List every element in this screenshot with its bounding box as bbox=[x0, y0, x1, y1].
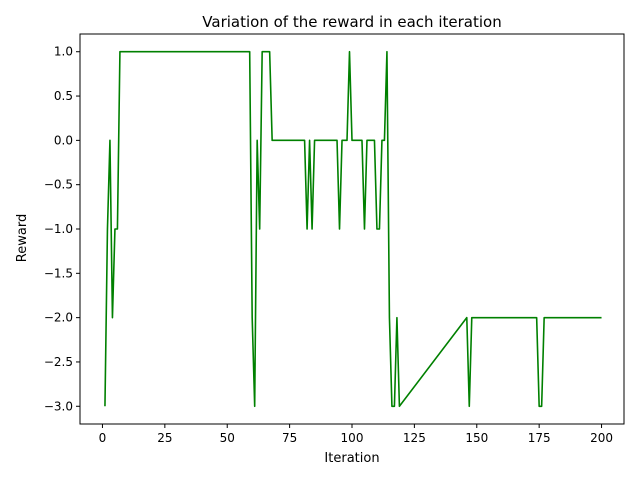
chart-title: Variation of the reward in each iteratio… bbox=[202, 13, 501, 31]
x-tick-label: 25 bbox=[157, 431, 172, 445]
x-tick-label: 0 bbox=[99, 431, 107, 445]
x-tick-label: 75 bbox=[282, 431, 297, 445]
x-tick-label: 100 bbox=[341, 431, 364, 445]
y-tick-label: −1.5 bbox=[44, 266, 73, 280]
x-tick-label: 175 bbox=[528, 431, 551, 445]
y-tick-label: −1.0 bbox=[44, 222, 73, 236]
y-tick-label: 0.5 bbox=[54, 89, 73, 103]
y-tick-label: −3.0 bbox=[44, 399, 73, 413]
x-tick-label: 200 bbox=[590, 431, 613, 445]
plot-area: 0 25 50 75 100 125 150 175 200 −3.0 −2.5 −2.0 −1.5 −1… bbox=[44, 33, 625, 445]
x-tick-label: 150 bbox=[465, 431, 488, 445]
y-tick-label: 0.0 bbox=[54, 133, 73, 147]
y-tick-label: 1.0 bbox=[54, 45, 73, 59]
y-tick-label: −2.5 bbox=[44, 355, 73, 369]
x-axis-label: Iteration bbox=[324, 451, 379, 466]
x-tick-label: 50 bbox=[220, 431, 235, 445]
y-axis-label: Reward bbox=[15, 214, 30, 262]
series-line-0 bbox=[104, 50, 602, 408]
y-tick-label: −2.0 bbox=[44, 311, 73, 325]
x-tick-label: 125 bbox=[403, 431, 426, 445]
y-tick-label: −0.5 bbox=[44, 178, 73, 192]
